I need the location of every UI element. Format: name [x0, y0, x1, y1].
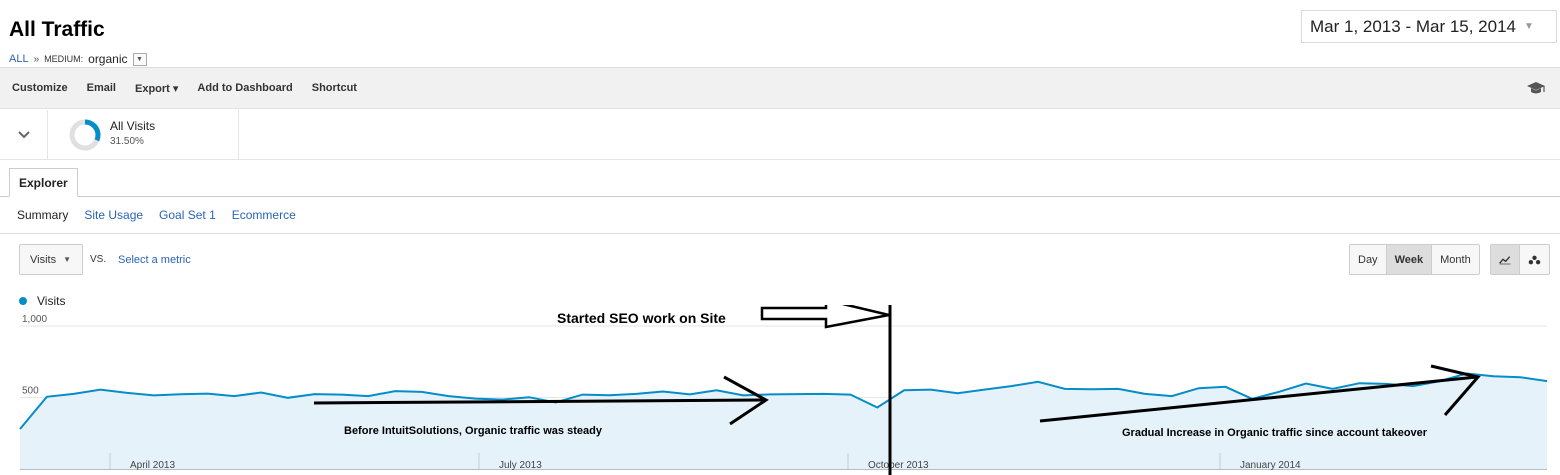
- subtab-goal-set-1[interactable]: Goal Set 1: [159, 208, 216, 222]
- x-tick-label: October 2013: [868, 460, 929, 471]
- breadcrumb: ALL » MEDIUM: organic ▼: [9, 52, 147, 66]
- report-toolbar: Customize Email Export ▾ Add to Dashboar…: [0, 67, 1560, 109]
- segment-toggle[interactable]: [0, 110, 48, 160]
- week-button[interactable]: Week: [1386, 245, 1433, 274]
- annotation-after: Gradual Increase in Organic traffic sinc…: [1122, 427, 1428, 439]
- before-arrow-shaft: [313, 398, 765, 405]
- after-arrow-head: [1430, 364, 1481, 416]
- date-range-text: Mar 1, 2013 - Mar 15, 2014: [1310, 16, 1517, 36]
- segment-name: All Visits: [110, 119, 156, 133]
- x-tick-label: January 2014: [1240, 460, 1301, 471]
- month-button[interactable]: Month: [1440, 253, 1471, 266]
- day-button[interactable]: Day: [1350, 245, 1387, 274]
- granularity-group: Day Week Month: [1349, 244, 1480, 275]
- legend-label: Visits: [37, 294, 66, 308]
- select-metric-link[interactable]: Select a metric: [118, 254, 191, 266]
- add-to-dashboard-button[interactable]: Add to Dashboard: [197, 82, 293, 94]
- segment-row: All Visits 31.50%: [0, 110, 1560, 160]
- chart-type-group: [1490, 244, 1550, 275]
- visits-area: [20, 373, 1547, 469]
- metric-select-value: Visits: [30, 253, 57, 266]
- subtab-ecommerce[interactable]: Ecommerce: [231, 208, 296, 222]
- breadcrumb-separator: »: [33, 53, 40, 65]
- motion-chart-icon[interactable]: [1520, 245, 1549, 274]
- x-tick-label: July 2013: [499, 460, 542, 471]
- subtabs: Summary Site Usage Goal Set 1 Ecommerce: [17, 208, 296, 222]
- divider: [0, 233, 1560, 234]
- y-tick-label: 1,000: [22, 314, 47, 325]
- breadcrumb-dropdown-icon[interactable]: ▼: [132, 52, 147, 66]
- date-range-picker[interactable]: Mar 1, 2013 - Mar 15, 2014 ▼: [1301, 10, 1557, 43]
- subtab-site-usage[interactable]: Site Usage: [84, 208, 144, 222]
- chevron-down-icon: ▼: [1524, 21, 1534, 32]
- breadcrumb-dimension: MEDIUM:: [44, 54, 84, 64]
- customize-button[interactable]: Customize: [12, 82, 68, 94]
- page-title: All Traffic: [9, 18, 105, 41]
- vs-label: VS.: [90, 254, 107, 265]
- line-chart-icon[interactable]: [1491, 245, 1520, 274]
- chevron-down-icon: ▼: [63, 255, 72, 264]
- chart-legend: Visits: [19, 294, 65, 308]
- y-tick-label: 500: [22, 386, 39, 397]
- annotation-seo-start: Started SEO work on Site: [557, 310, 726, 326]
- segment-card-all-visits[interactable]: All Visits 31.50%: [48, 110, 239, 160]
- segment-donut-icon: [69, 119, 101, 151]
- chevron-down-icon: [17, 131, 30, 139]
- graduation-cap-icon[interactable]: [1526, 80, 1546, 99]
- email-button[interactable]: Email: [86, 82, 116, 94]
- subtab-summary[interactable]: Summary: [17, 208, 69, 222]
- seo-start-arrow: [760, 305, 890, 329]
- legend-dot: [19, 297, 27, 305]
- after-arrow-shaft: [1039, 375, 1478, 423]
- metric-select[interactable]: Visits ▼: [19, 244, 83, 275]
- segment-percent: 31.50%: [110, 136, 144, 147]
- annotation-before: Before IntuitSolutions, Organic traffic …: [344, 425, 603, 437]
- visits-chart: 500 1,000 April 2013 July 2013 October 2013 J…: [19, 305, 1548, 475]
- tab-explorer[interactable]: Explorer: [9, 168, 78, 197]
- export-button[interactable]: Export ▾: [134, 82, 179, 95]
- breadcrumb-value: organic: [88, 52, 128, 66]
- before-arrow-head: [723, 375, 769, 426]
- breadcrumb-all-link[interactable]: ALL: [9, 53, 29, 65]
- tab-bar: Explorer: [0, 168, 1560, 197]
- visits-line: [19, 372, 1548, 430]
- x-tick-label: April 2013: [130, 460, 175, 471]
- shortcut-button[interactable]: Shortcut: [311, 82, 357, 94]
